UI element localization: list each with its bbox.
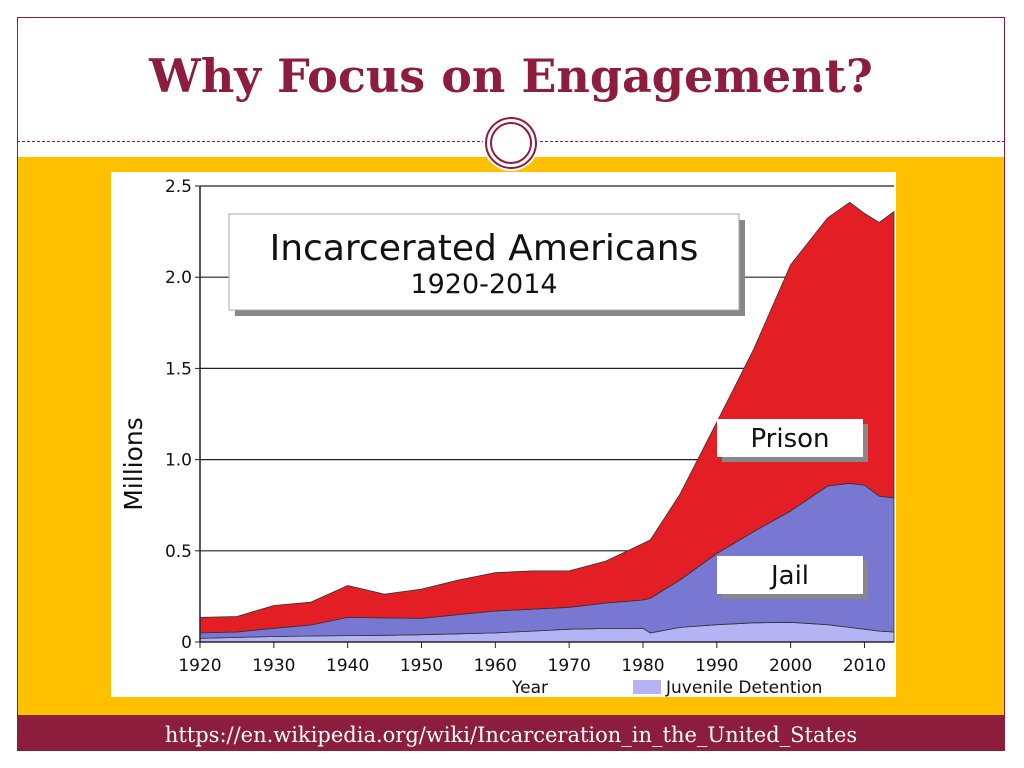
y-tick-label-5: 2.5 bbox=[165, 177, 192, 197]
footer-bar: https://en.wikipedia.org/wiki/Incarcerat… bbox=[18, 715, 1004, 751]
chart-title: Incarcerated Americans bbox=[270, 228, 699, 269]
x-tick-label-2010: 2010 bbox=[843, 656, 886, 676]
x-tick-label-1960: 1960 bbox=[474, 656, 517, 676]
y-tick-label-4: 2.0 bbox=[165, 268, 192, 288]
y-tick-label-2: 1.0 bbox=[165, 451, 192, 471]
title-divider-left bbox=[17, 141, 485, 142]
prison-label-box bbox=[717, 419, 863, 457]
x-tick-label-1940: 1940 bbox=[326, 656, 369, 676]
x-tick-label-1980: 1980 bbox=[621, 656, 664, 676]
x-tick-label-2000: 2000 bbox=[769, 656, 812, 676]
x-tick-label-1990: 1990 bbox=[695, 656, 738, 676]
legend-swatch-juvenile bbox=[633, 680, 661, 694]
title-box bbox=[228, 213, 740, 311]
y-tick-label-1: 0.5 bbox=[165, 542, 192, 562]
slide-title: Why Focus on Engagement? bbox=[149, 49, 873, 103]
ring-ornament-icon bbox=[483, 115, 539, 171]
x-axis-label: Year bbox=[511, 678, 548, 697]
jail-label-box bbox=[717, 556, 863, 594]
y-axis-label: Millions bbox=[119, 417, 148, 511]
jail-area-label: Jail bbox=[769, 561, 809, 591]
chart-subtitle: 1920-2014 bbox=[410, 269, 557, 300]
legend-label-juvenile: Juvenile Detention bbox=[665, 678, 822, 697]
title-divider-right bbox=[540, 141, 1005, 142]
tick-labels: 0 0.5 1.0 1.5 2.0 2.5 1920 1930 1940 1950 1960 1970… bbox=[165, 177, 886, 676]
y-tick-label-3: 1.5 bbox=[165, 359, 192, 379]
area-prison bbox=[199, 201, 895, 634]
axes bbox=[199, 186, 894, 643]
source-link[interactable]: https://en.wikipedia.org/wiki/Incarcerat… bbox=[164, 723, 858, 747]
chart-card: 0 0.5 1.0 1.5 2.0 2.5 1920 1930 1940 1950 1960 1970… bbox=[111, 172, 896, 698]
prison-area-label: Prison bbox=[750, 424, 829, 454]
incarceration-chart: 0 0.5 1.0 1.5 2.0 2.5 1920 1930 1940 1950 1960 1970… bbox=[119, 177, 895, 698]
x-tick-label-1950: 1950 bbox=[400, 656, 443, 676]
x-tick-label-1970: 1970 bbox=[548, 656, 591, 676]
x-tick-label-1930: 1930 bbox=[252, 656, 295, 676]
y-tick-label-0: 0 bbox=[181, 633, 192, 653]
x-tick-label-1920: 1920 bbox=[178, 656, 221, 676]
